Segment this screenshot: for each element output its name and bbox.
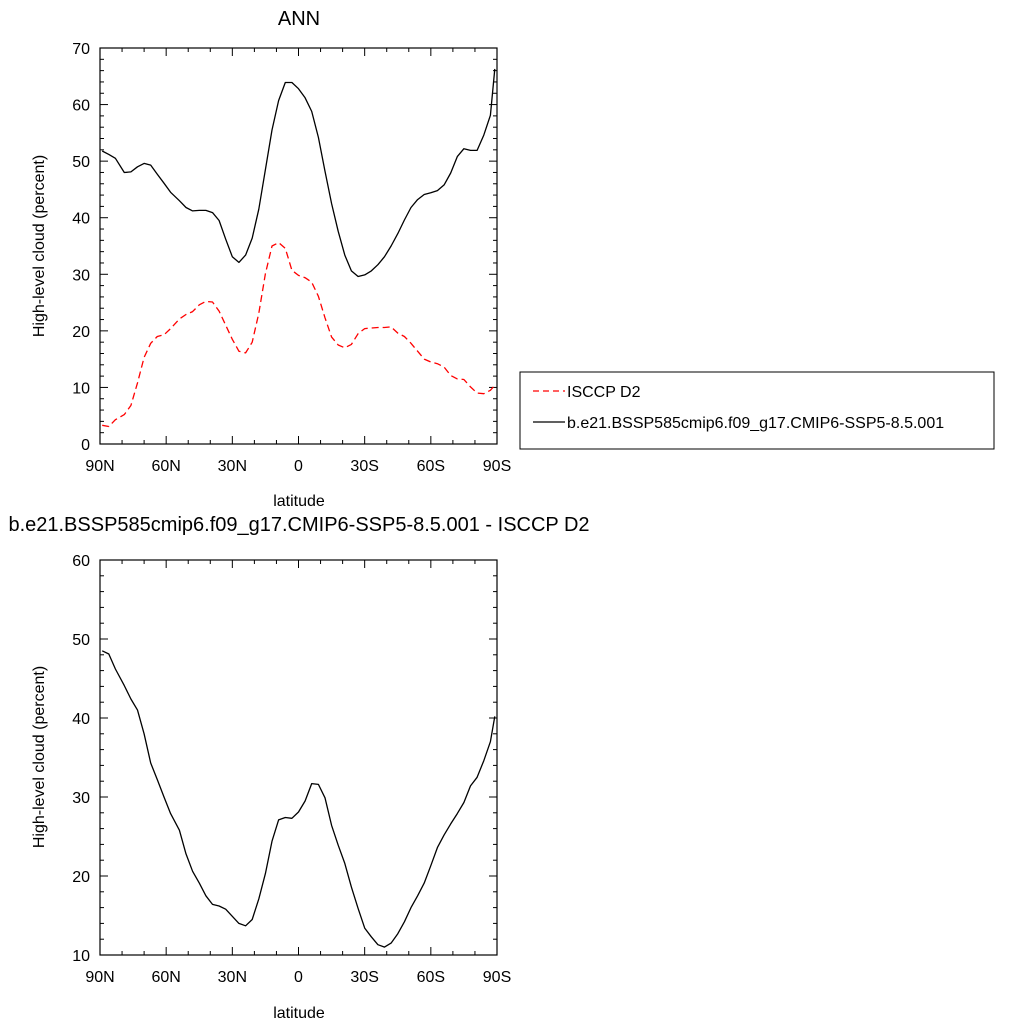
chart-2-ticks: 10 20 30 40 50 60 90N 60N 30N 0 30S 60S 90S — [72, 553, 511, 986]
y-tick-label: 40 — [72, 211, 90, 228]
y-tick-label: 10 — [72, 948, 90, 965]
x-tick-label: 60S — [417, 969, 445, 986]
chart-panel-1: ANN 0 10 20 30 40 50 60 70 90N 60N 30N 0 30S 60S 90S l… — [31, 8, 511, 510]
chart-2-title: b.e21.BSSP585cmip6.f09_g17.CMIP6-SSP5-8.… — [8, 514, 589, 536]
x-tick-label: 30N — [218, 969, 247, 986]
x-tick-label: 60N — [151, 969, 180, 986]
y-tick-label: 0 — [81, 437, 90, 454]
chart-1-y-axis-label: High-level cloud (percent) — [31, 155, 48, 337]
x-tick-label: 60N — [151, 458, 180, 475]
chart-2-y-axis-label: High-level cloud (percent) — [31, 666, 48, 848]
chart-panel-2: b.e21.BSSP585cmip6.f09_g17.CMIP6-SSP5-8.… — [8, 514, 589, 1022]
x-tick-label: 30N — [218, 458, 247, 475]
chart-1-x-axis-label: latitude — [273, 493, 325, 510]
chart-2-series — [101, 650, 496, 948]
y-tick-label: 70 — [72, 41, 90, 58]
y-tick-label: 30 — [72, 790, 90, 807]
legend-label-isccp: ISCCP D2 — [567, 384, 641, 401]
chart-1-title: ANN — [278, 8, 320, 30]
y-tick-label: 50 — [72, 632, 90, 649]
x-tick-label: 0 — [294, 969, 303, 986]
x-tick-label: 90N — [85, 458, 114, 475]
y-tick-label: 60 — [72, 98, 90, 115]
y-tick-label: 50 — [72, 154, 90, 171]
series-line-1 — [102, 241, 496, 428]
chart-2-x-axis-label: latitude — [273, 1005, 325, 1022]
y-tick-label: 20 — [72, 324, 90, 341]
chart-1-frame — [99, 47, 498, 445]
y-tick-label: 10 — [72, 380, 90, 397]
x-tick-label: 90S — [483, 969, 511, 986]
legend-label-model: b.e21.BSSP585cmip6.f09_g17.CMIP6-SSP5-8.… — [567, 415, 944, 432]
x-tick-label: 30S — [350, 458, 378, 475]
y-tick-label: 20 — [72, 869, 90, 886]
chart-2-frame — [99, 559, 498, 956]
x-tick-label: 90N — [85, 969, 114, 986]
y-tick-label: 30 — [72, 267, 90, 284]
chart-1-legend: ISCCP D2 b.e21.BSSP585cmip6.f09_g17.CMIP… — [519, 371, 995, 450]
series-line-1 — [101, 650, 496, 948]
x-tick-label: 30S — [350, 969, 378, 986]
series-line-2 — [101, 68, 496, 278]
x-tick-label: 90S — [483, 458, 511, 475]
chart-1-series — [101, 68, 496, 428]
legend-box — [519, 371, 995, 450]
y-tick-label: 60 — [72, 553, 90, 570]
x-tick-label: 60S — [417, 458, 445, 475]
chart-1-ticks: 0 10 20 30 40 50 60 70 90N 60N 30N 0 30S 60S 90S — [72, 41, 511, 475]
y-tick-label: 40 — [72, 711, 90, 728]
x-tick-label: 0 — [294, 458, 303, 475]
